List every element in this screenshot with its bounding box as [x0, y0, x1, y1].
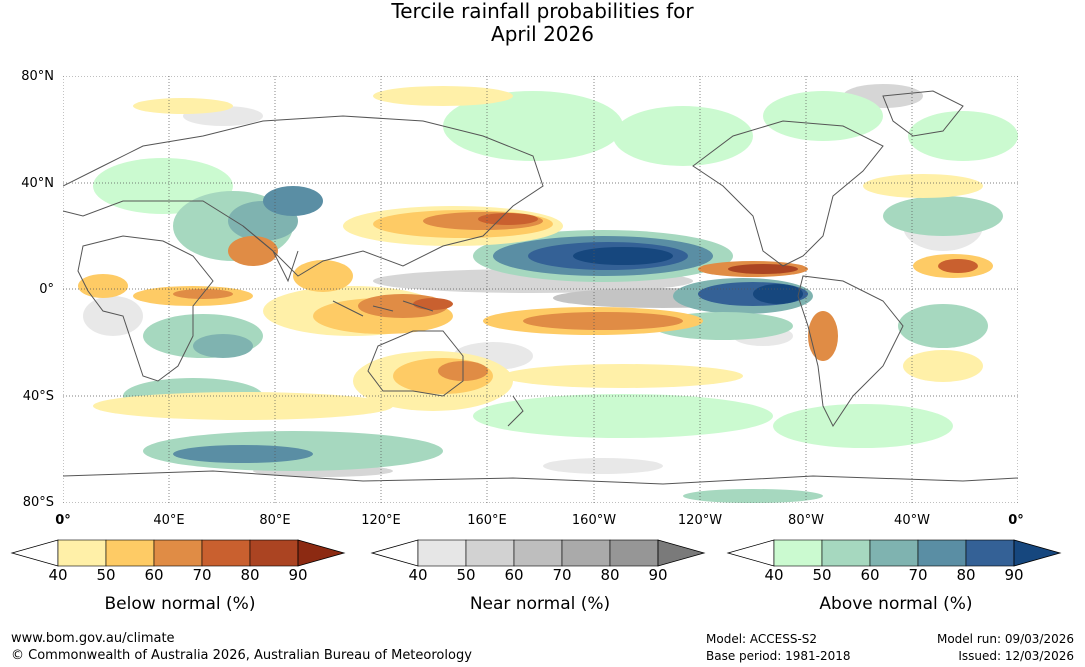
lon-label-0-left: 0°: [55, 513, 71, 528]
lon-label-40w: 40°W: [894, 513, 930, 528]
colorbar-tick-label: 60: [144, 566, 164, 584]
legend-above-title: Above normal (%): [819, 594, 973, 614]
colorbar-tick-label: 70: [552, 566, 572, 584]
lon-label-80e: 80°E: [259, 513, 291, 528]
footer-model: Model: ACCESS-S2: [706, 632, 818, 646]
legend-below-normal: 40 50 60 70 80 90 Below normal (%): [10, 538, 350, 614]
colorbar-segment: [57, 539, 107, 567]
legend-near-ticks: 40 50 60 70 80 90: [370, 566, 710, 586]
colorbar-tick-label: 50: [96, 566, 116, 584]
colorbar-segment: [965, 539, 1015, 567]
footer-website: www.bom.gov.au/climate: [11, 631, 175, 646]
lon-label-160e: 160°E: [467, 513, 507, 528]
lon-label-0-right: 0°: [1008, 513, 1024, 528]
legend-below-ticks: 40 50 60 70 80 90: [10, 566, 350, 586]
legend-near-normal: 40 50 60 70 80 90 Near normal (%): [370, 538, 710, 614]
colorbar-segment: [513, 539, 563, 567]
lat-label-40s: 40°S: [22, 389, 54, 404]
colorbar-min-arrow: [726, 539, 775, 567]
colorbar-segment: [201, 539, 251, 567]
colorbar-segment: [869, 539, 919, 567]
colorbar-segment: [609, 539, 659, 567]
colorbar-max-arrow: [297, 539, 346, 567]
colorbar-tick-label: 90: [1004, 566, 1024, 584]
colorbar-tick-label: 40: [408, 566, 428, 584]
lon-label-120w: 120°W: [677, 513, 723, 528]
colorbar-segment: [773, 539, 823, 567]
title-line-2: April 2026: [491, 22, 594, 46]
footer-base-period: Base period: 1981-2018: [706, 649, 851, 663]
colorbar-max-arrow: [1013, 539, 1062, 567]
footer-issued: Issued: 12/03/2026: [958, 649, 1074, 663]
lat-label-80s: 80°S: [22, 495, 54, 510]
colorbar-segment: [105, 539, 155, 567]
colorbar-tick-label: 80: [600, 566, 620, 584]
colorbar-tick-label: 90: [288, 566, 308, 584]
colorbar-tick-label: 50: [812, 566, 832, 584]
colorbar-segment: [561, 539, 611, 567]
colorbar-segment: [249, 539, 299, 567]
colorbar-segment: [417, 539, 467, 567]
lat-label-80n: 80°N: [21, 69, 54, 84]
colorbar-tick-label: 40: [764, 566, 784, 584]
coastlines: [63, 90, 1018, 485]
legend-above-normal: 40 50 60 70 80 90 Above normal (%): [726, 538, 1066, 614]
lon-label-120e: 120°E: [361, 513, 401, 528]
above-normal-regions: [93, 91, 1018, 503]
lon-label-160w: 160°W: [571, 513, 617, 528]
colorbar-min-arrow: [370, 539, 419, 567]
legend-near-colorbar: [370, 539, 706, 567]
rainfall-probability-map: [63, 76, 1018, 503]
graticule: [63, 76, 1018, 503]
footer-model-run: Model run: 09/03/2026: [936, 632, 1074, 646]
lon-label-80w: 80°W: [788, 513, 824, 528]
footer-copyright: © Commonwealth of Australia 2026, Austra…: [11, 648, 472, 663]
colorbar-tick-label: 40: [48, 566, 68, 584]
colorbar-tick-label: 80: [240, 566, 260, 584]
colorbar-segment: [153, 539, 203, 567]
legend-below-colorbar: [10, 539, 346, 567]
lat-label-equator: 0°: [39, 282, 54, 297]
colorbar-segment: [917, 539, 967, 567]
map-svg: [63, 76, 1018, 503]
colorbar-tick-label: 60: [504, 566, 524, 584]
lon-label-40e: 40°E: [153, 513, 185, 528]
map-title: Tercile rainfall probabilities for April…: [0, 0, 1085, 46]
colorbar-tick-label: 50: [456, 566, 476, 584]
colorbar-tick-label: 90: [648, 566, 668, 584]
legend-above-colorbar: [726, 539, 1062, 567]
colorbar-max-arrow: [657, 539, 706, 567]
colorbar-min-arrow: [10, 539, 59, 567]
legend-near-title: Near normal (%): [469, 594, 611, 614]
colorbar-segment: [821, 539, 871, 567]
title-line-1: Tercile rainfall probabilities for: [391, 0, 694, 23]
colorbar-tick-label: 60: [860, 566, 880, 584]
lat-label-40n: 40°N: [21, 176, 54, 191]
colorbar-segment: [465, 539, 515, 567]
colorbar-tick-label: 70: [192, 566, 212, 584]
legend-above-ticks: 40 50 60 70 80 90: [726, 566, 1066, 586]
colorbar-tick-label: 70: [908, 566, 928, 584]
legend-below-title: Below normal (%): [104, 594, 256, 614]
colorbar-tick-label: 80: [956, 566, 976, 584]
